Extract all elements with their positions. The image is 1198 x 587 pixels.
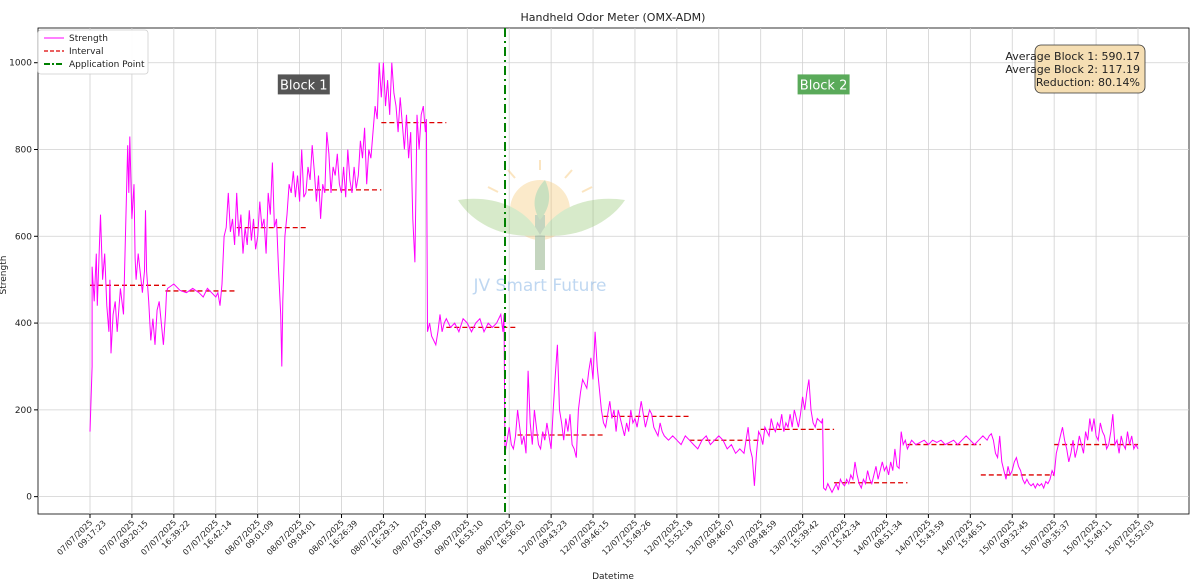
stats-line-3: Reduction: 80.14% [1036, 76, 1140, 89]
y-tick-label: 1000 [9, 59, 32, 69]
y-tick-label: 0 [26, 493, 32, 503]
x-tick-label: 14/07/202508:51:34 [852, 512, 904, 564]
x-tick-label: 13/07/202509:46:07 [684, 512, 736, 564]
x-tick-label: 08/07/202509:01:09 [223, 512, 275, 564]
x-axis-label: Datetime [592, 572, 634, 582]
x-tick-label: 15/07/202515:49:11 [1062, 512, 1114, 564]
svg-text:Block 1: Block 1 [280, 78, 328, 93]
chart-title: Handheld Odor Meter (OMX-ADM) [521, 11, 706, 24]
legend-application-label: Application Point [69, 60, 145, 70]
svg-text:Block 2: Block 2 [800, 78, 848, 93]
block-2-label: Block 2 [797, 74, 850, 95]
watermark-logo: JV Smart Future [458, 160, 625, 296]
stats-line-1: Average Block 1: 590.17 [1005, 50, 1140, 63]
watermark-text: JV Smart Future [472, 276, 606, 296]
legend-interval-label: Interval [69, 47, 103, 57]
x-tick-label: 08/07/202516:29:31 [349, 512, 401, 564]
stats-line-2: Average Block 2: 117.19 [1005, 63, 1140, 76]
y-axis-label: Strength [0, 256, 9, 295]
x-tick-label: 09/07/202516:56:02 [475, 512, 527, 564]
x-tick-label: 07/07/202509:17:23 [55, 512, 107, 564]
x-tick-label: 14/07/202515:46:51 [936, 512, 988, 564]
x-tick-label: 14/07/202515:43:59 [894, 512, 946, 564]
x-axis-ticks: 07/07/202509:17:2307/07/202509:20:1507/0… [55, 512, 1156, 564]
x-tick-label: 12/07/202509:43:23 [517, 512, 569, 564]
x-tick-label: 13/07/202515:39:42 [768, 512, 820, 564]
legend-strength-label: Strength [69, 34, 108, 44]
y-tick-label: 800 [15, 146, 32, 156]
y-tick-label: 200 [15, 406, 32, 416]
x-tick-label: 08/07/202516:26:39 [307, 512, 359, 564]
interval-lines [90, 121, 1138, 484]
x-tick-label: 08/07/202509:04:01 [265, 512, 317, 564]
x-tick-label: 15/07/202509:35:37 [1020, 512, 1072, 564]
x-tick-label: 15/07/202515:52:03 [1103, 512, 1155, 564]
x-tick-label: 07/07/202516:39:22 [139, 512, 191, 564]
x-tick-label: 13/07/202509:48:59 [726, 512, 778, 564]
strength-series-line [89, 62, 1139, 494]
y-tick-label: 600 [15, 232, 32, 242]
x-tick-label: 12/07/202515:52:18 [642, 512, 694, 564]
block-1-label: Block 1 [277, 74, 330, 95]
legend: Strength Interval Application Point [37, 29, 149, 75]
x-tick-label: 12/07/202509:46:15 [558, 512, 610, 564]
x-tick-label: 07/07/202516:42:14 [181, 512, 233, 564]
x-tick-label: 13/07/202515:42:34 [810, 512, 862, 564]
stats-box: Average Block 1: 590.17 Average Block 2:… [1005, 44, 1146, 94]
x-tick-label: 07/07/202509:20:15 [97, 512, 149, 564]
plot-area [37, 27, 1190, 515]
x-tick-label: 09/07/202516:53:10 [433, 512, 485, 564]
x-tick-label: 12/07/202515:49:26 [600, 512, 652, 564]
grid-lines [38, 28, 1189, 514]
x-tick-label: 15/07/202509:32:45 [978, 512, 1030, 564]
y-tick-label: 400 [15, 319, 32, 329]
x-tick-label: 09/07/202509:19:09 [391, 512, 443, 564]
y-axis-ticks: 0 200 400 600 800 1000 [9, 59, 38, 503]
